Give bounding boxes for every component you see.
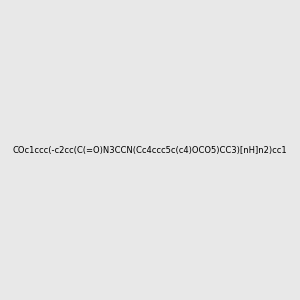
Text: COc1ccc(-c2cc(C(=O)N3CCN(Cc4ccc5c(c4)OCO5)CC3)[nH]n2)cc1: COc1ccc(-c2cc(C(=O)N3CCN(Cc4ccc5c(c4)OCO…	[13, 146, 287, 154]
